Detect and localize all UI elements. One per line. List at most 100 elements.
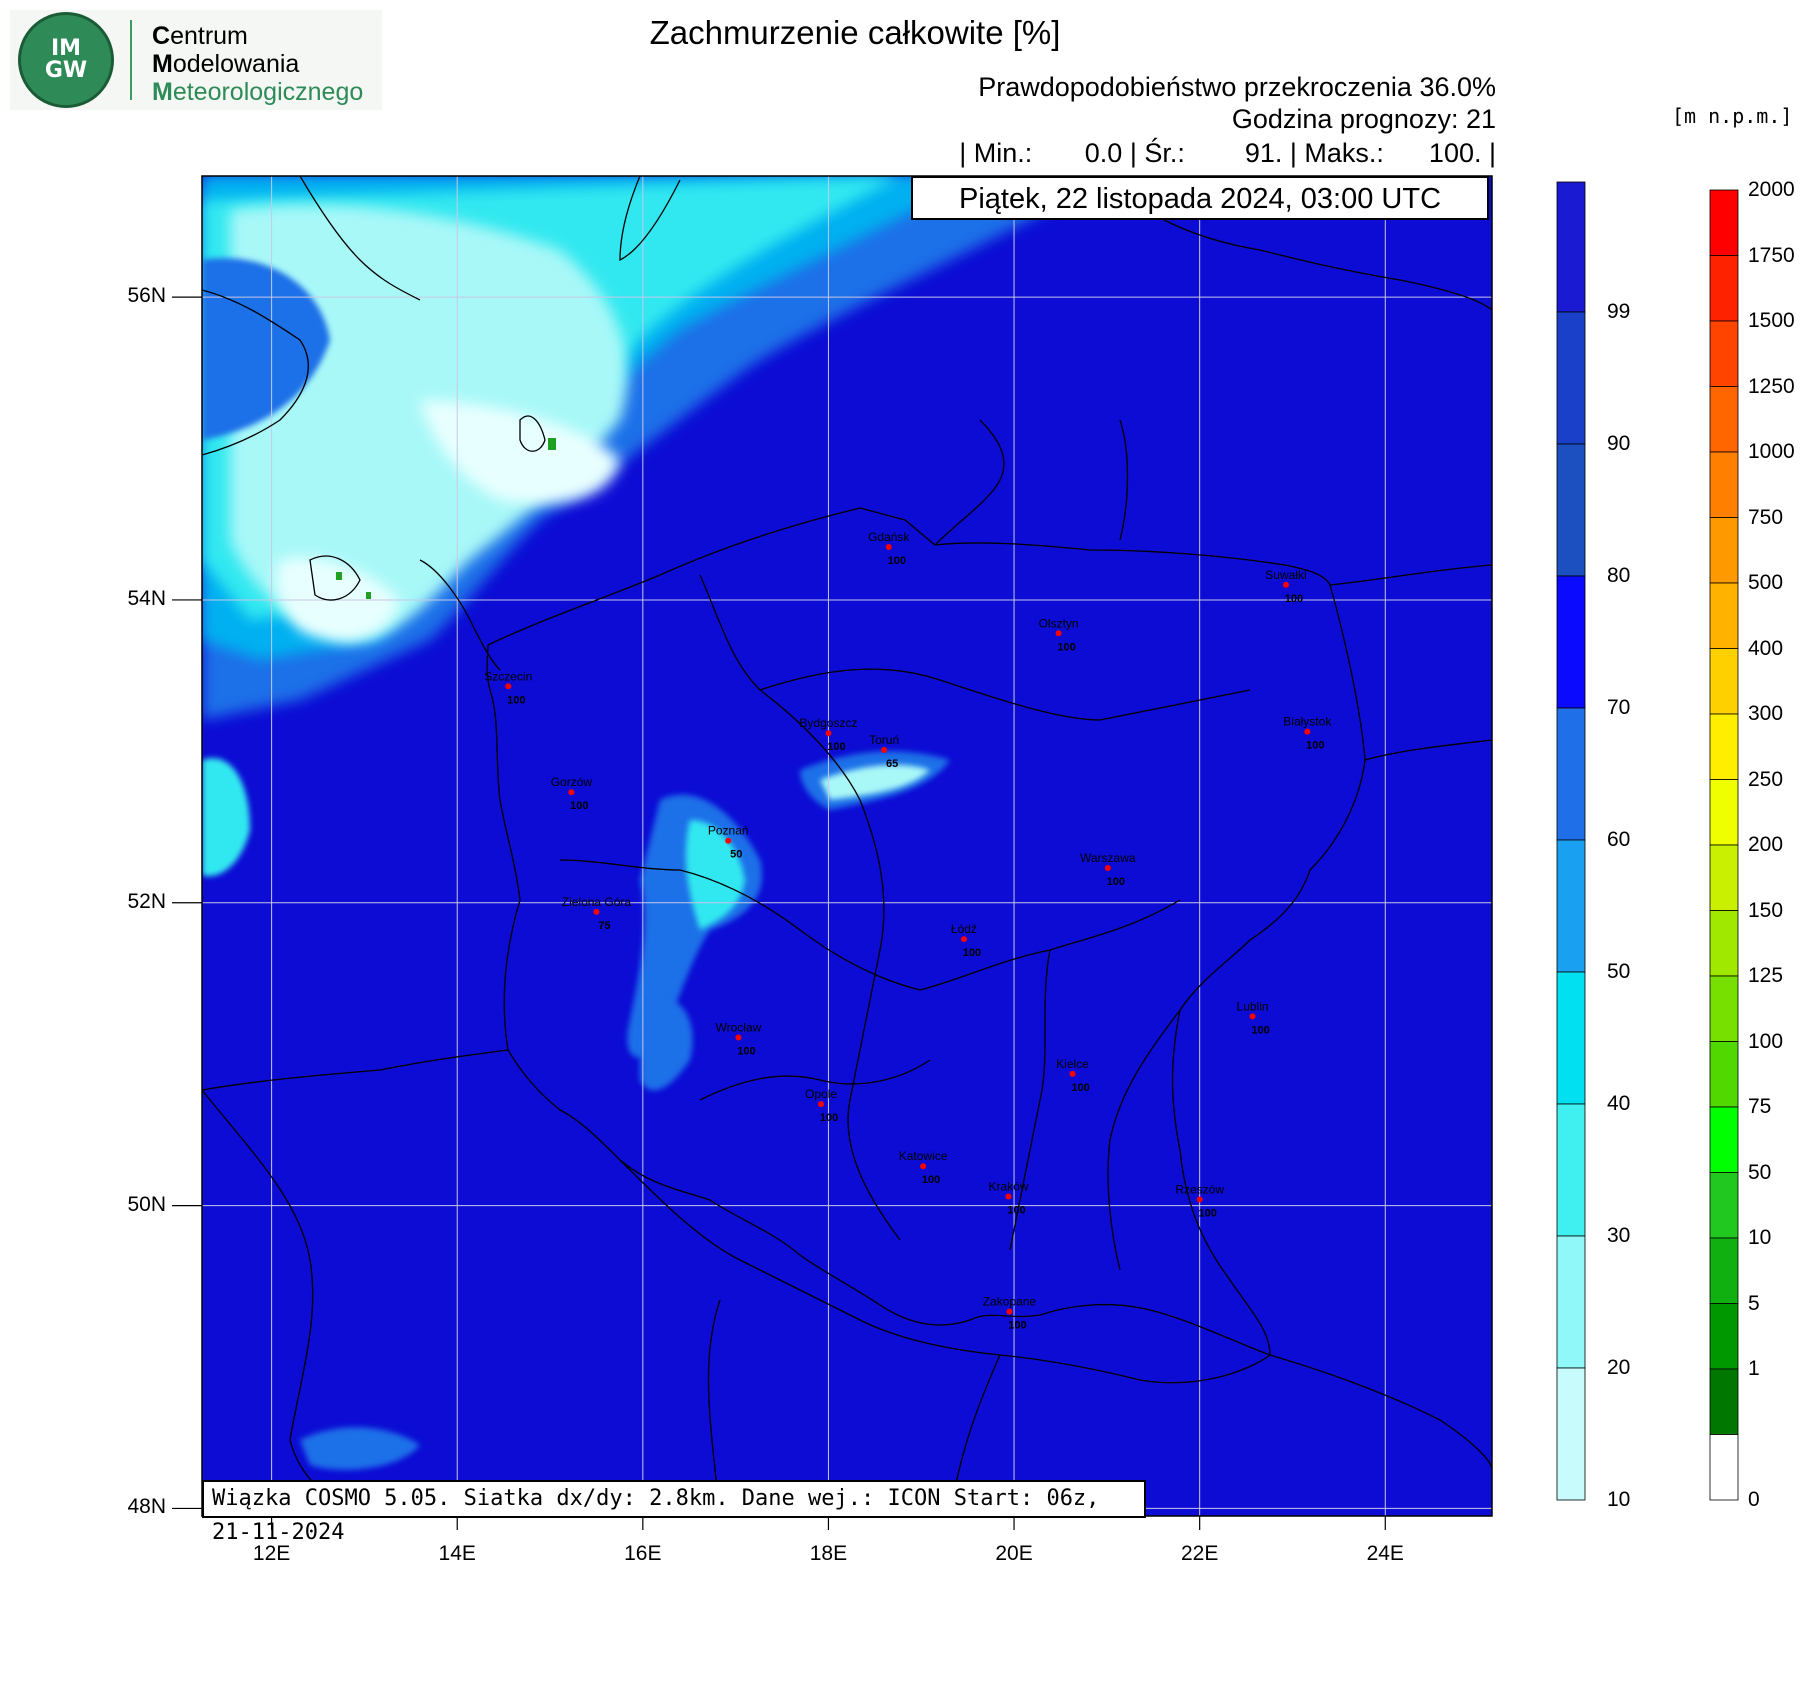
logo-rest-3: eteorologicznego [172,78,364,106]
city-dot [1196,1196,1203,1203]
land-speck-1 [548,438,556,450]
city-value: 50 [730,849,742,861]
terrain-colorbar-segment [1709,1106,1739,1173]
terrain-colorbar-segment [1709,255,1739,322]
date-box: Piątek, 22 listopada 2024, 03:00 UTC [911,176,1489,220]
terrain-colorbar-segment [1709,189,1739,256]
terrain-colorbar-segment [1709,582,1739,649]
logo-initial-2: M [152,50,173,78]
city-marker: Opole 100 [805,1087,838,1124]
city-value: 100 [1306,740,1324,752]
city-name: Toruń [869,733,899,747]
city-value: 100 [507,694,525,706]
logo-line-3: Meteorologicznego [152,78,363,106]
land-speck-3 [366,592,371,599]
city-name: Lublin [1237,999,1269,1013]
terrain-colorbar-segment [1709,451,1739,518]
logo-line-1: Centrum [152,22,248,50]
cloud-colorbar-segment [1556,311,1586,445]
city-marker: Gorzów 100 [551,775,593,812]
city-marker: Toruń 65 [869,733,899,770]
terrain-colorbar-label: 75 [1748,1095,1772,1118]
city-name: Poznań [708,824,749,838]
city-dot [960,936,967,943]
city-marker: Kielce 100 [1056,1057,1090,1094]
city-dot [920,1163,927,1170]
terrain-colorbar-label: 1250 [1748,374,1795,398]
coast-oland [619,176,681,262]
city-value: 100 [1057,641,1075,653]
zone-70-wroclaw [640,998,693,1091]
coast-bornholm [519,415,546,452]
border-ukraine [1269,1354,1492,1471]
city-value: 75 [598,920,610,932]
coast-latvia [1099,176,1492,311]
terrain-colorbar-segment [1709,713,1739,780]
terrain-colorbar-label: 750 [1748,505,1784,529]
cloud-colorbar-segment [1556,1235,1586,1369]
city-markers: Gdańsk 100 Suwałki 100 Olsztyn 100 Szczecin 100… [484,530,1332,1332]
imgw-logo: IM GW Centrum Modelowania Meteorologiczn… [10,10,382,110]
city-value: 100 [827,741,845,753]
city-name: Wrocław [716,1021,762,1035]
terrain-colorbar-segment [1709,779,1739,846]
city-marker: Lublin 100 [1237,999,1270,1036]
cloud-colorbar-segment [1556,707,1586,841]
city-dot [881,746,888,753]
cloud-colorbar-label: 20 [1607,1356,1631,1379]
lon-label: 18E [809,1542,848,1565]
logo-initial-3: M [152,78,173,106]
lon-label: 22E [1180,1542,1219,1565]
cloud-colorbar-segment [1556,1367,1586,1501]
terrain-colorbar-label: 2000 [1748,178,1795,201]
voivodeship-line-2 [759,668,1251,721]
voivodeship-line-6 [1107,1009,1181,1271]
cloud-colorbar-label: 99 [1607,300,1631,323]
terrain-colorbar-segment [1709,517,1739,584]
terrain-colorbar-label: 10 [1748,1226,1772,1249]
city-dot [505,683,512,690]
terrain-colorbar-label: 1750 [1748,243,1795,267]
terrain-colorbar-label: 150 [1748,898,1784,922]
city-marker: Łódź 100 [951,922,981,959]
lat-label: 50N [127,1192,166,1216]
polish-coast [487,507,936,646]
terrain-colorbar-segment [1709,910,1739,977]
cloud-colorbar-label: 30 [1607,1224,1631,1247]
voivodeship-line-3 [559,859,921,991]
city-dot [1104,864,1111,871]
city-value: 100 [888,555,906,567]
city-value: 100 [1251,1024,1269,1036]
city-value: 100 [570,800,588,812]
city-name: Gorzów [551,775,593,789]
city-dot [825,730,832,737]
terrain-colorbar-segment [1709,1368,1739,1435]
city-marker: Wrocław 100 [716,1021,762,1058]
zone-70-west [202,258,330,440]
coast-vistula-spit [934,419,1005,546]
city-dot [1006,1308,1013,1315]
city-value: 100 [737,1046,755,1058]
terrain-colorbar-label: 5 [1748,1291,1760,1315]
city-name: Kielce [1056,1057,1089,1071]
land-speck-2 [336,572,342,580]
cloud-colorbar-segment [1556,971,1586,1105]
city-dot [725,837,732,844]
forecast-hour-line: Godzina prognozy: 21 [1231,104,1496,134]
city-value: 100 [1071,1082,1089,1094]
city-marker: Katowice 100 [899,1149,948,1186]
colorbars [1556,181,1739,1501]
coast-curonian [1119,419,1129,541]
city-name: Łódź [951,922,977,936]
city-marker: Olsztyn 100 [1039,616,1079,653]
city-value: 100 [1007,1205,1025,1217]
logo-initial-1: C [152,22,171,50]
logo-separator [130,20,132,100]
city-name: Suwałki [1265,568,1306,582]
city-marker: Poznań 50 [708,824,749,861]
city-dot [818,1101,825,1108]
zone-20-torun [820,764,930,800]
city-name: Bydgoszcz [799,716,857,730]
terrain-colorbar-label: 125 [1748,964,1784,987]
